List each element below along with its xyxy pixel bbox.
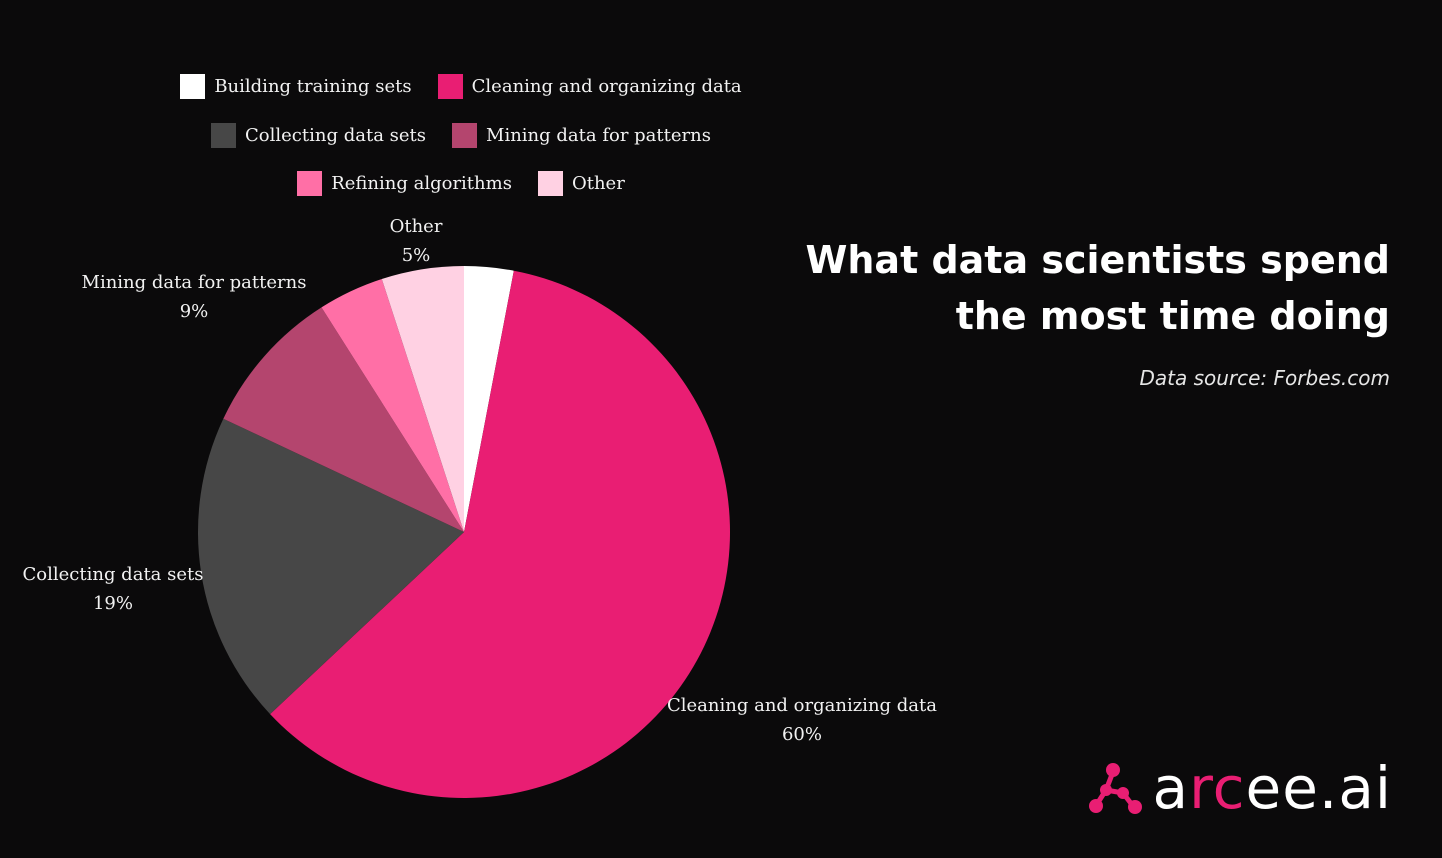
legend-item-refining-algorithms[interactable]: Refining algorithms <box>297 171 512 196</box>
pie-slice-mining-data-for-patterns[interactable] <box>223 307 464 532</box>
slice-value-label: 5% <box>402 245 431 266</box>
slice-label: Collecting data sets <box>23 564 204 585</box>
chart-title-line-1: What data scientists spend <box>805 238 1390 282</box>
pie-slice-cleaning-and-organizing-data[interactable] <box>270 270 730 799</box>
slice-value-label: 19% <box>93 593 133 614</box>
legend-label: Cleaning and organizing data <box>471 76 742 97</box>
slice-value-label: 60% <box>782 724 822 745</box>
legend-swatch <box>452 123 478 148</box>
pie-slice-other[interactable] <box>381 266 464 532</box>
slice-label: Cleaning and organizing data <box>667 695 937 716</box>
slice-label: Mining data for patterns <box>82 272 307 293</box>
arcee-molecule-icon <box>1088 763 1142 814</box>
chart-legend: Building training sets Cleaning and orga… <box>0 0 930 210</box>
legend-row: Refining algorithms Other <box>0 171 926 196</box>
data-source: Data source: Forbes.com <box>1139 366 1390 390</box>
legend-swatch <box>537 171 563 196</box>
legend-swatch <box>180 74 206 99</box>
legend-label: Collecting data sets <box>245 125 427 146</box>
pie-slice-collecting-data-sets[interactable] <box>198 418 464 715</box>
arcee-wordmark: arcee.ai <box>1152 754 1392 822</box>
legend-item-collecting-data-sets[interactable]: Collecting data sets <box>211 123 426 148</box>
chart-title: What data scientists spend the most time… <box>750 232 1390 344</box>
legend-label: Refining algorithms <box>331 173 512 194</box>
legend-label: Other <box>571 173 625 194</box>
legend-label: Building training sets <box>214 76 412 97</box>
chart-title-line-2: the most time doing <box>955 294 1390 338</box>
arcee-logo: arcee.ai <box>1088 752 1392 824</box>
pie-slice-refining-algorithms[interactable] <box>321 279 464 532</box>
legend-row: Building training sets Cleaning and orga… <box>0 74 926 99</box>
slice-value-label: 9% <box>180 301 209 322</box>
legend-item-other[interactable]: Other <box>537 171 625 196</box>
legend-item-cleaning-and-organizing-data[interactable]: Cleaning and organizing data <box>437 74 742 99</box>
slice-label: Other <box>390 216 443 237</box>
legend-item-building-training-sets[interactable]: Building training sets <box>180 74 412 99</box>
legend-row: Collecting data sets Mining data for pat… <box>0 123 926 148</box>
legend-swatch <box>297 171 323 196</box>
pie-slice-building-training-sets[interactable] <box>464 266 514 532</box>
legend-item-mining-data-for-patterns[interactable]: Mining data for patterns <box>452 123 711 148</box>
legend-swatch <box>211 123 237 148</box>
legend-label: Mining data for patterns <box>486 125 711 146</box>
legend-swatch <box>437 74 463 99</box>
